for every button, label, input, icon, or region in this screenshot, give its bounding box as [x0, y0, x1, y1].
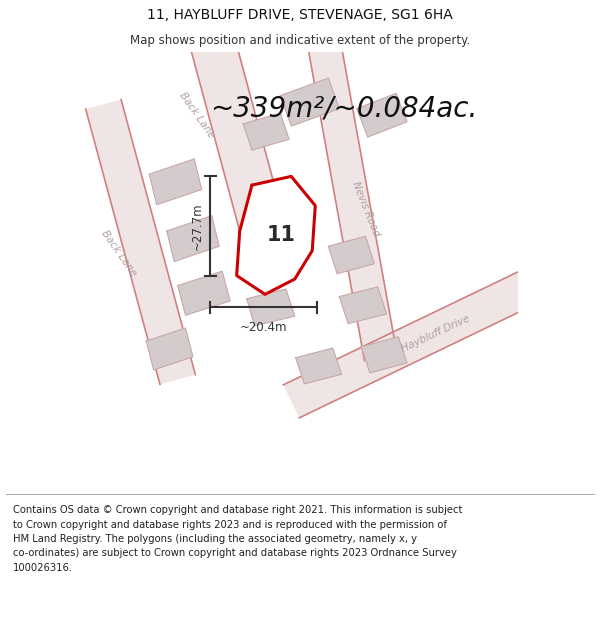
Polygon shape: [243, 113, 289, 150]
Polygon shape: [149, 159, 202, 205]
Text: ~20.4m: ~20.4m: [240, 321, 288, 334]
Polygon shape: [283, 271, 535, 418]
Polygon shape: [178, 271, 230, 315]
Polygon shape: [236, 176, 315, 294]
Text: Back Lane: Back Lane: [178, 91, 217, 140]
Polygon shape: [191, 38, 296, 276]
Polygon shape: [238, 239, 286, 276]
Polygon shape: [357, 93, 407, 137]
Polygon shape: [361, 337, 407, 373]
Text: Contains OS data © Crown copyright and database right 2021. This information is : Contains OS data © Crown copyright and d…: [13, 505, 463, 572]
Polygon shape: [146, 328, 193, 370]
Text: ~339m²/~0.084ac.: ~339m²/~0.084ac.: [211, 94, 478, 122]
Polygon shape: [296, 348, 341, 384]
Polygon shape: [167, 216, 219, 262]
Polygon shape: [328, 236, 374, 274]
Polygon shape: [308, 40, 397, 361]
Polygon shape: [280, 78, 340, 126]
Text: Map shows position and indicative extent of the property.: Map shows position and indicative extent…: [130, 34, 470, 47]
Text: 11: 11: [267, 226, 296, 246]
Text: Nevis Road: Nevis Road: [350, 180, 381, 238]
Text: 11, HAYBLUFF DRIVE, STEVENAGE, SG1 6HA: 11, HAYBLUFF DRIVE, STEVENAGE, SG1 6HA: [147, 8, 453, 21]
Polygon shape: [86, 99, 196, 384]
Text: Haybluff Drive: Haybluff Drive: [400, 313, 472, 354]
Text: ~27.7m: ~27.7m: [191, 202, 204, 250]
Text: Back Lane: Back Lane: [99, 228, 138, 278]
Polygon shape: [340, 287, 386, 324]
Polygon shape: [247, 289, 295, 326]
